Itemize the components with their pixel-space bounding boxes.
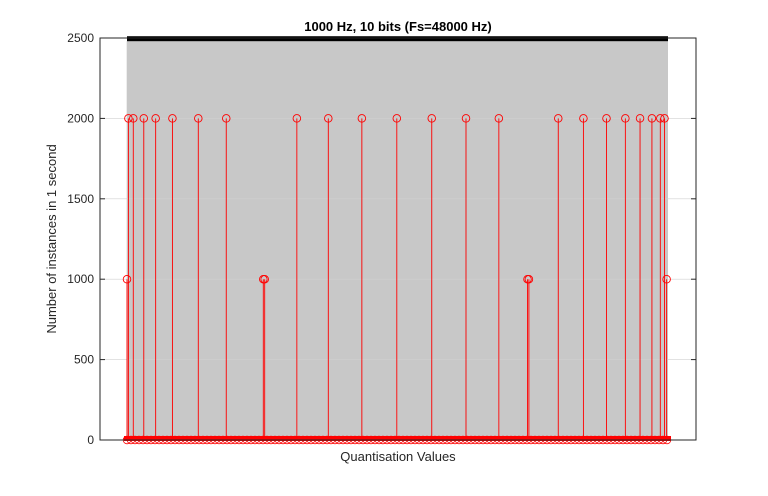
stem-marker: [222, 114, 231, 123]
y-tick-label: 2000: [67, 111, 94, 125]
stem-marker: [139, 114, 149, 123]
stem-marker: [168, 114, 177, 123]
y-tick-label: 2500: [67, 31, 94, 45]
chart-title: 1000 Hz, 10 bits (Fs=48000 Hz): [304, 19, 492, 34]
stem-marker: [292, 114, 302, 123]
y-tick-label: 1000: [67, 272, 94, 286]
stem-marker: [662, 274, 671, 284]
stem-marker: [124, 114, 133, 123]
top-bar: [127, 36, 668, 42]
x-axis-label: Quantisation Values: [340, 449, 456, 464]
stem-marker: [647, 114, 657, 123]
stem-marker: [392, 114, 402, 123]
plot-frame: [99, 37, 697, 441]
y-tick-label: 0: [87, 433, 94, 447]
y-tick-label: 1500: [67, 192, 94, 206]
stem-marker: [129, 114, 138, 123]
background-band: [126, 36, 668, 440]
stem-marker: [427, 114, 436, 123]
baseline-marker-strip: [124, 436, 671, 441]
y-axis-label: Number of instances in 1 second: [44, 144, 59, 333]
stem-marker: [357, 114, 367, 123]
stem-marker: [151, 114, 160, 123]
stem-marker: [122, 274, 132, 284]
grid-lines: [100, 118, 696, 360]
stem-marker: [324, 114, 333, 123]
y-axis: 0 500 1000 1500 2000 2500: [67, 31, 696, 447]
y-tick-label: 500: [74, 353, 94, 367]
stem-marker: [524, 274, 534, 284]
stem-marker: [579, 114, 588, 123]
stem-marker: [194, 114, 203, 123]
stem-series: [122, 114, 671, 440]
stem-marker: [660, 114, 669, 123]
stem-marker: [494, 114, 504, 123]
stem-marker: [554, 114, 563, 123]
stem-marker: [621, 114, 630, 123]
stem-marker: [260, 274, 269, 284]
stem-marker: [461, 114, 471, 123]
stem-marker: [602, 114, 611, 123]
stem-marker: [635, 114, 645, 123]
